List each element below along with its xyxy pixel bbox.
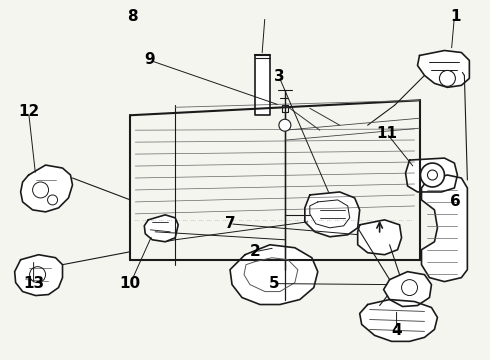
Text: 5: 5 (269, 276, 280, 292)
Circle shape (420, 163, 444, 187)
Polygon shape (384, 272, 432, 306)
Text: 3: 3 (274, 68, 285, 84)
Text: 1: 1 (450, 9, 460, 24)
Polygon shape (144, 215, 178, 242)
Polygon shape (360, 300, 438, 341)
Polygon shape (358, 220, 401, 255)
Polygon shape (417, 50, 469, 87)
Text: 6: 6 (450, 194, 461, 209)
Text: 10: 10 (120, 276, 141, 292)
Circle shape (440, 71, 455, 86)
Polygon shape (21, 165, 73, 212)
Text: 11: 11 (376, 126, 397, 141)
Polygon shape (255, 55, 270, 115)
Text: 12: 12 (19, 104, 40, 120)
Text: 7: 7 (225, 216, 236, 230)
Text: 8: 8 (127, 9, 138, 24)
Polygon shape (421, 175, 467, 282)
Polygon shape (230, 245, 318, 305)
Text: 2: 2 (249, 244, 260, 259)
Polygon shape (15, 255, 63, 296)
Circle shape (279, 119, 291, 131)
Polygon shape (305, 192, 360, 237)
Polygon shape (406, 158, 457, 192)
Text: 9: 9 (145, 52, 155, 67)
Text: 13: 13 (24, 276, 45, 292)
Text: 4: 4 (391, 323, 402, 338)
